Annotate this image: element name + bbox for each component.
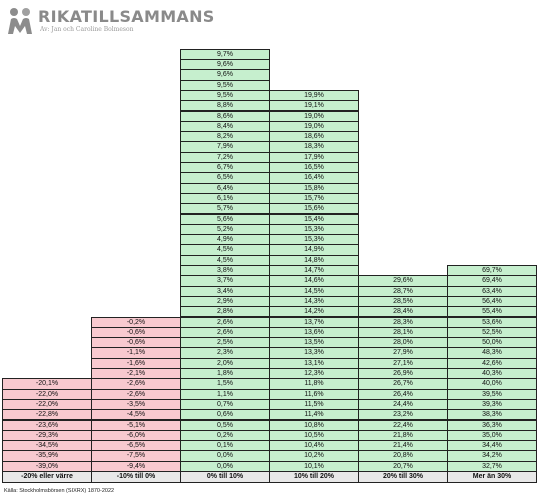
column-label: 0% till 10% bbox=[180, 471, 270, 483]
brand-logo: RIKATILLSAMMANS Av: Jan och Caroline Bol… bbox=[4, 4, 214, 40]
people-icon bbox=[8, 8, 32, 34]
column-label: 20% till 30% bbox=[358, 471, 448, 483]
column-label: -10% till 0% bbox=[91, 471, 181, 483]
brand-subtitle: Av: Jan och Caroline Bolmeson bbox=[40, 26, 134, 33]
source-note: Källa: Stockholmsbörsen (SIXRX) 1870-202… bbox=[4, 488, 115, 494]
column-label: 10% till 20% bbox=[269, 471, 359, 483]
column-label: -20% eller värre bbox=[2, 471, 92, 483]
column-label: Mer än 30% bbox=[447, 471, 537, 483]
brand-title: RIKATILLSAMMANS bbox=[38, 7, 215, 26]
